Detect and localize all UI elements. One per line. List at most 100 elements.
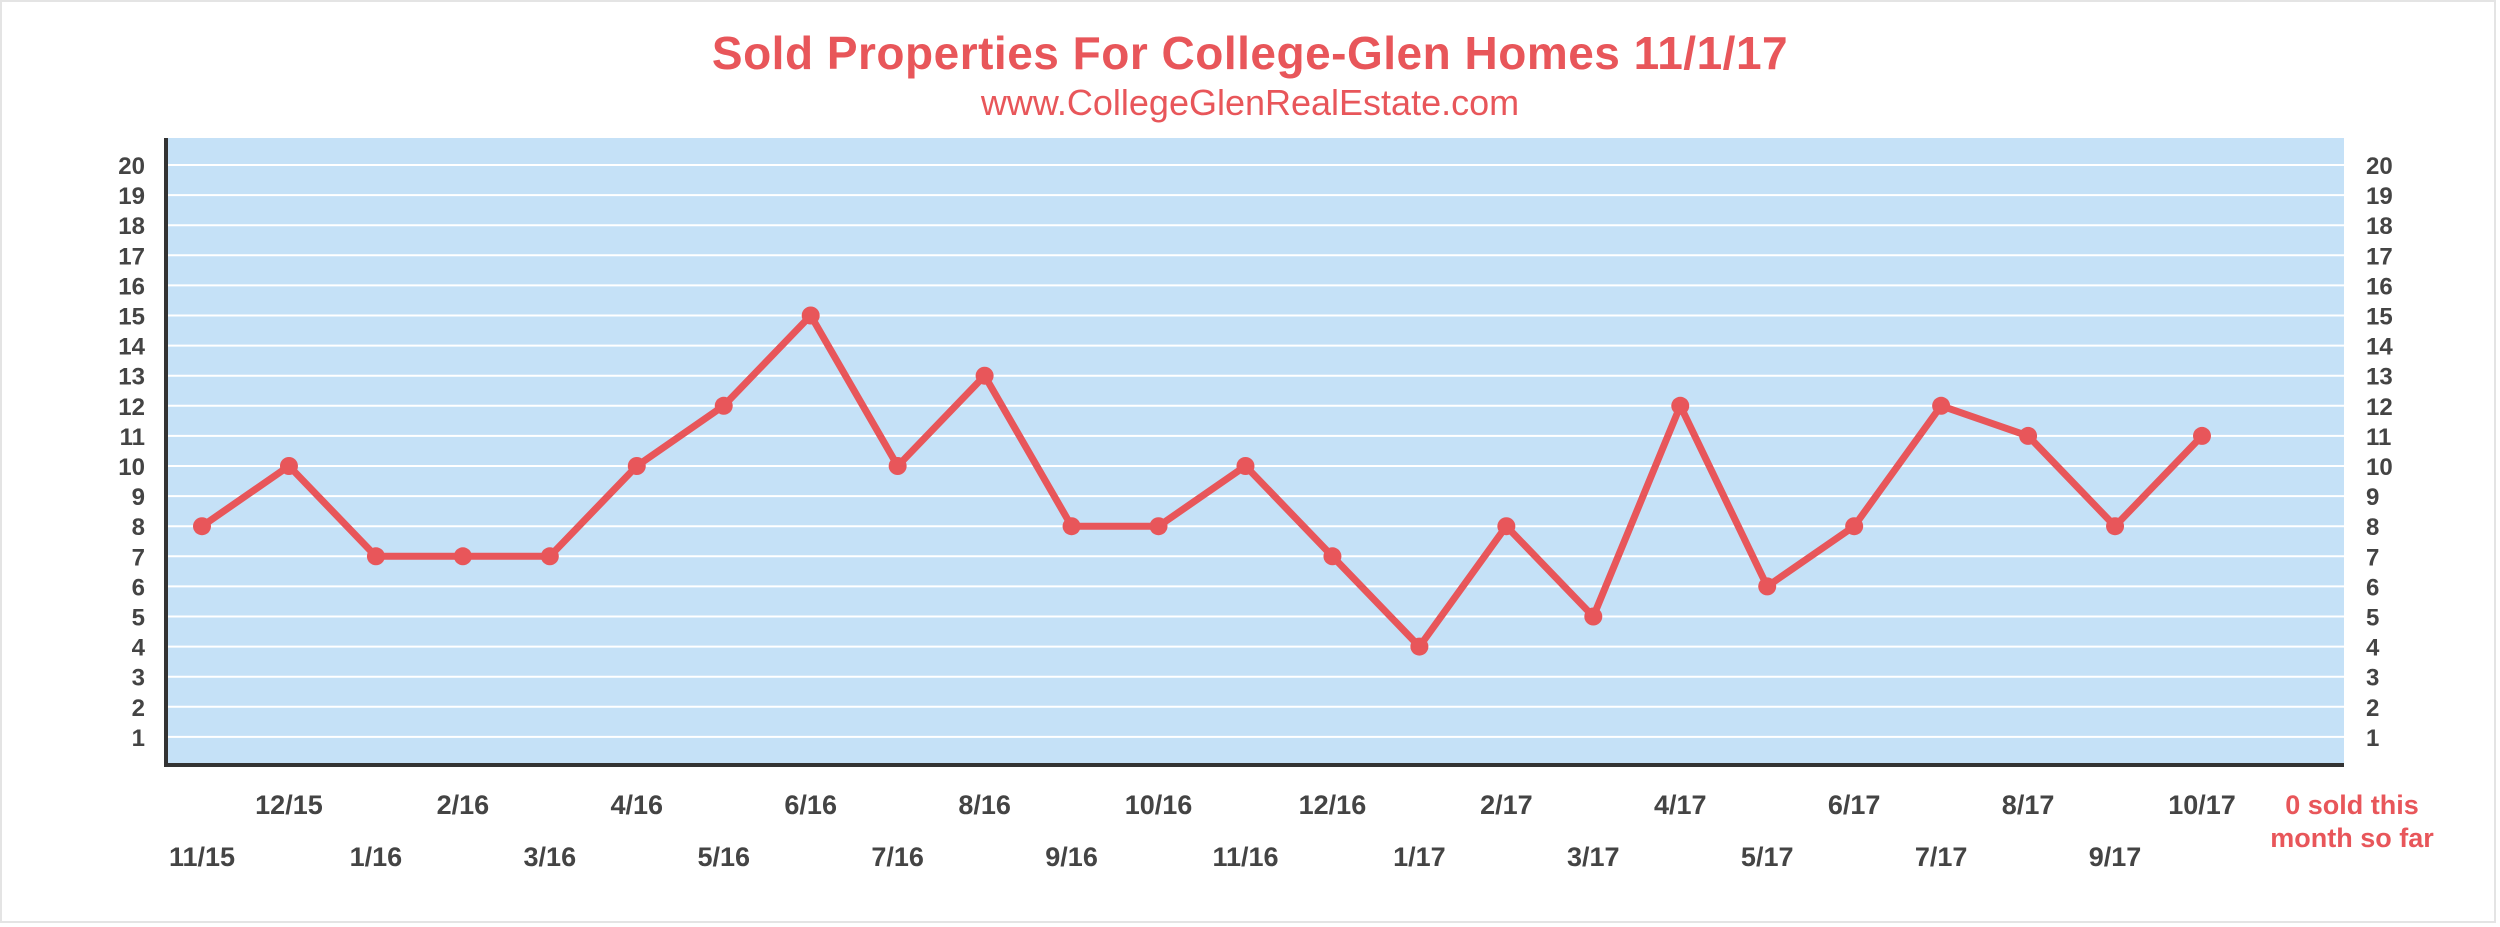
y-tick-left-9: 9 xyxy=(132,484,145,511)
x-tick-label: 2/17 xyxy=(1480,790,1533,820)
data-point xyxy=(279,457,298,475)
y-tick-left-8: 8 xyxy=(132,514,145,541)
y-tick-right-17: 17 xyxy=(2366,243,2393,270)
y-tick-right-5: 5 xyxy=(2366,605,2379,632)
y-tick-right-8: 8 xyxy=(2366,514,2379,541)
y-tick-left-16: 16 xyxy=(118,273,145,300)
data-point xyxy=(1671,396,1690,415)
x-tick-label: 7/16 xyxy=(871,842,924,872)
y-tick-right-10: 10 xyxy=(2366,454,2393,481)
y-tick-left-2: 2 xyxy=(132,695,145,722)
y-tick-right-20: 20 xyxy=(2366,153,2393,180)
series-line-sold-properties xyxy=(198,312,2206,651)
y-tick-left-12: 12 xyxy=(118,394,145,421)
x-tick-label: 7/17 xyxy=(1915,842,1968,872)
y-tick-left-10: 10 xyxy=(118,454,145,481)
data-point xyxy=(2019,426,2038,445)
y-tick-left-13: 13 xyxy=(118,364,145,391)
x-tick-label: 3/16 xyxy=(524,842,577,872)
data-point xyxy=(1497,517,1516,536)
plot-background xyxy=(166,138,2344,764)
x-tick-label: 4/16 xyxy=(611,790,664,820)
y-tick-right-14: 14 xyxy=(2366,334,2393,361)
annotation-line-1: 0 sold this xyxy=(2285,790,2419,820)
chart-title: Sold Properties For College-Glen Homes 1… xyxy=(711,27,1789,79)
data-point xyxy=(1062,517,1081,536)
y-tick-left-6: 6 xyxy=(132,574,145,601)
data-point xyxy=(1236,457,1255,475)
data-point xyxy=(801,306,820,325)
data-point xyxy=(1323,547,1342,566)
y-tick-right-3: 3 xyxy=(2366,665,2379,692)
y-tick-left-3: 3 xyxy=(132,665,145,692)
data-point xyxy=(366,547,385,566)
y-tick-right-15: 15 xyxy=(2366,304,2393,331)
y-tick-right-6: 6 xyxy=(2366,574,2379,601)
y-tick-right-18: 18 xyxy=(2366,213,2393,240)
y-tick-right-12: 12 xyxy=(2366,394,2393,421)
y-tick-right-7: 7 xyxy=(2366,544,2379,571)
data-point xyxy=(1932,396,1951,415)
data-point xyxy=(453,547,472,566)
x-tick-label: 11/15 xyxy=(169,842,235,872)
x-tick-label: 4/17 xyxy=(1654,790,1707,820)
y-tick-left-5: 5 xyxy=(132,605,145,632)
data-point xyxy=(540,547,559,566)
data-point xyxy=(1410,637,1429,656)
y-tick-left-4: 4 xyxy=(132,635,146,662)
data-point xyxy=(193,517,211,536)
data-point xyxy=(888,457,907,475)
y-tick-left-14: 14 xyxy=(118,334,145,361)
y-tick-right-4: 4 xyxy=(2366,635,2380,662)
y-tick-left-1: 1 xyxy=(132,725,145,752)
data-point xyxy=(1149,517,1168,536)
y-tick-right-16: 16 xyxy=(2366,273,2393,300)
x-tick-label: 10/17 xyxy=(2168,790,2236,820)
y-tick-left-20: 20 xyxy=(118,153,145,180)
x-tick-label: 12/16 xyxy=(1299,790,1367,820)
y-tick-left-7: 7 xyxy=(132,544,145,571)
y-tick-right-13: 13 xyxy=(2366,364,2393,391)
y-tick-right-9: 9 xyxy=(2366,484,2379,511)
data-point xyxy=(714,396,733,415)
data-point xyxy=(1584,607,1603,626)
y-tick-left-15: 15 xyxy=(118,304,145,331)
x-tick-label: 2/16 xyxy=(437,790,490,820)
x-tick-label: 6/16 xyxy=(784,790,837,820)
y-tick-left-17: 17 xyxy=(118,243,145,270)
data-point xyxy=(627,457,646,475)
x-tick-label: 10/16 xyxy=(1125,790,1193,820)
x-tick-label: 6/17 xyxy=(1828,790,1881,820)
x-tick-label: 5/17 xyxy=(1741,842,1794,872)
y-tick-left-11: 11 xyxy=(120,424,145,451)
x-tick-label: 3/17 xyxy=(1567,842,1620,872)
data-points xyxy=(193,306,2211,656)
y-tick-right-11: 11 xyxy=(2366,424,2391,451)
x-tick-label: 8/17 xyxy=(2002,790,2055,820)
annotation-line-2: month so far xyxy=(2270,823,2434,853)
gridlines xyxy=(166,164,2344,738)
x-tick-label: 9/17 xyxy=(2089,842,2142,872)
x-axis-ticks: 11/15 12/15 1/16 2/16 3/16 4/16 5/16 6/16 7/16 8/… xyxy=(169,790,2236,872)
x-tick-label: 1/17 xyxy=(1393,842,1446,872)
x-tick-label: 1/16 xyxy=(350,842,403,872)
data-point xyxy=(975,366,994,385)
y-tick-right-2: 2 xyxy=(2366,695,2379,722)
x-tick-label: 5/16 xyxy=(697,842,750,872)
data-point xyxy=(1758,577,1777,596)
data-point xyxy=(1845,517,1864,536)
y-tick-left-18: 18 xyxy=(118,213,145,240)
data-point xyxy=(2193,426,2211,445)
y-tick-right-1: 1 xyxy=(2366,725,2379,752)
x-tick-label: 9/16 xyxy=(1045,842,1098,872)
y-tick-left-19: 19 xyxy=(118,183,145,210)
x-tick-label: 12/15 xyxy=(255,790,323,820)
x-tick-label: 8/16 xyxy=(958,790,1011,820)
y-tick-right-19: 19 xyxy=(2366,183,2393,210)
chart-subtitle: www.CollegeGlenRealEstate.com xyxy=(980,82,1520,123)
data-point xyxy=(2106,517,2125,536)
x-tick-label: 11/16 xyxy=(1212,842,1278,872)
